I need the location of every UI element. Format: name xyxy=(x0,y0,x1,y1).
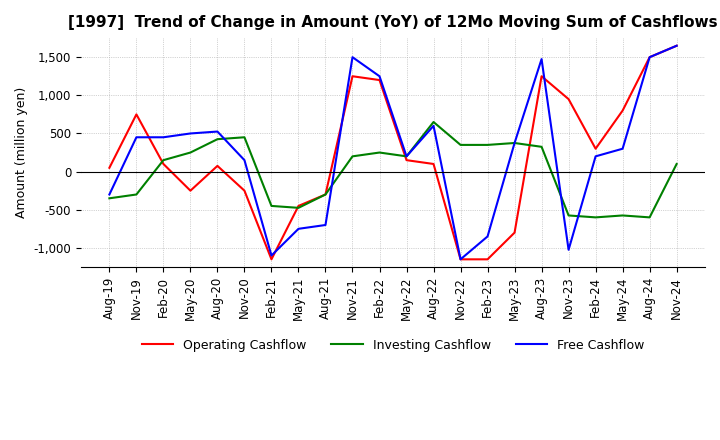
Line: Free Cashflow: Free Cashflow xyxy=(109,46,677,259)
Operating Cashflow xyxy=(240,188,249,193)
Free Cashflow xyxy=(537,56,546,62)
Investing Cashflow xyxy=(132,192,140,197)
Investing Cashflow xyxy=(321,192,330,197)
Operating Cashflow xyxy=(591,146,600,151)
Operating Cashflow xyxy=(375,77,384,83)
Investing Cashflow xyxy=(672,161,681,167)
Investing Cashflow xyxy=(375,150,384,155)
Free Cashflow xyxy=(348,55,357,60)
Operating Cashflow xyxy=(105,165,114,170)
Operating Cashflow xyxy=(267,257,276,262)
Investing Cashflow xyxy=(564,213,573,218)
Investing Cashflow xyxy=(510,140,519,146)
Operating Cashflow xyxy=(321,192,330,197)
Investing Cashflow xyxy=(159,158,168,163)
Operating Cashflow xyxy=(537,73,546,79)
Free Cashflow xyxy=(429,123,438,128)
Free Cashflow xyxy=(510,140,519,146)
Operating Cashflow xyxy=(564,96,573,102)
Investing Cashflow xyxy=(645,215,654,220)
Investing Cashflow xyxy=(348,154,357,159)
Operating Cashflow xyxy=(186,188,194,193)
Free Cashflow xyxy=(456,257,465,262)
Operating Cashflow xyxy=(402,158,411,163)
Operating Cashflow xyxy=(456,257,465,262)
Title: [1997]  Trend of Change in Amount (YoY) of 12Mo Moving Sum of Cashflows: [1997] Trend of Change in Amount (YoY) o… xyxy=(68,15,718,30)
Free Cashflow xyxy=(105,192,114,197)
Free Cashflow xyxy=(159,135,168,140)
Free Cashflow xyxy=(402,154,411,159)
Free Cashflow xyxy=(618,146,627,151)
Free Cashflow xyxy=(294,226,303,231)
Free Cashflow xyxy=(186,131,194,136)
Investing Cashflow xyxy=(186,150,194,155)
Operating Cashflow xyxy=(213,163,222,169)
Free Cashflow xyxy=(213,129,222,134)
Free Cashflow xyxy=(240,158,249,163)
Operating Cashflow xyxy=(510,230,519,235)
Investing Cashflow xyxy=(537,144,546,150)
Free Cashflow xyxy=(672,43,681,48)
Free Cashflow xyxy=(132,135,140,140)
Investing Cashflow xyxy=(294,205,303,210)
Free Cashflow xyxy=(321,222,330,227)
Free Cashflow xyxy=(591,154,600,159)
Operating Cashflow xyxy=(132,112,140,117)
Investing Cashflow xyxy=(591,215,600,220)
Investing Cashflow xyxy=(105,196,114,201)
Investing Cashflow xyxy=(456,142,465,147)
Investing Cashflow xyxy=(402,154,411,159)
Investing Cashflow xyxy=(483,142,492,147)
Operating Cashflow xyxy=(645,55,654,60)
Operating Cashflow xyxy=(159,161,168,167)
Investing Cashflow xyxy=(429,119,438,125)
Free Cashflow xyxy=(645,55,654,60)
Operating Cashflow xyxy=(294,203,303,209)
Investing Cashflow xyxy=(213,136,222,142)
Operating Cashflow xyxy=(483,257,492,262)
Line: Investing Cashflow: Investing Cashflow xyxy=(109,122,677,217)
Investing Cashflow xyxy=(267,203,276,209)
Free Cashflow xyxy=(483,234,492,239)
Y-axis label: Amount (million yen): Amount (million yen) xyxy=(15,87,28,218)
Investing Cashflow xyxy=(240,135,249,140)
Operating Cashflow xyxy=(429,161,438,167)
Operating Cashflow xyxy=(618,108,627,113)
Free Cashflow xyxy=(267,253,276,258)
Operating Cashflow xyxy=(348,73,357,79)
Line: Operating Cashflow: Operating Cashflow xyxy=(109,46,677,259)
Legend: Operating Cashflow, Investing Cashflow, Free Cashflow: Operating Cashflow, Investing Cashflow, … xyxy=(137,334,649,357)
Investing Cashflow xyxy=(618,213,627,218)
Free Cashflow xyxy=(375,73,384,79)
Operating Cashflow xyxy=(672,43,681,48)
Free Cashflow xyxy=(564,247,573,253)
